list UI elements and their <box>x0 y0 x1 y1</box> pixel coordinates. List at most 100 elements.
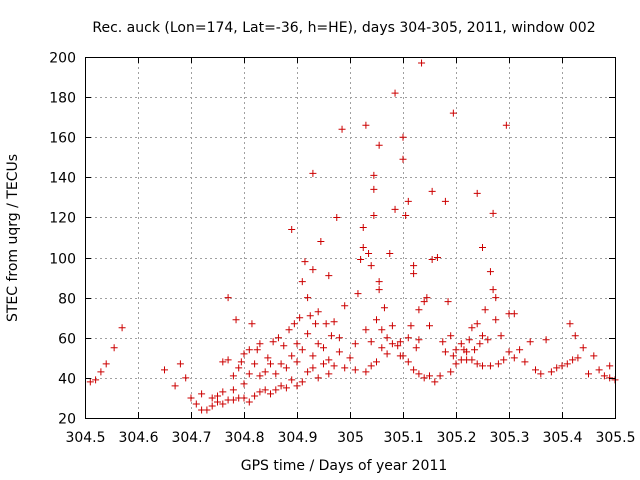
y-tick-label: 80 <box>58 292 76 308</box>
y-tick-label: 200 <box>49 51 76 67</box>
data-point <box>574 354 582 362</box>
data-point <box>187 394 195 402</box>
data-point <box>447 332 455 340</box>
data-point <box>471 346 479 354</box>
data-point <box>118 324 126 332</box>
data-point <box>449 352 457 360</box>
data-point <box>505 348 513 356</box>
data-point <box>335 348 343 356</box>
y-tick-label: 140 <box>49 171 76 187</box>
data-point <box>473 189 481 197</box>
data-point <box>245 398 253 406</box>
x-axis-label: GPS time / Days of year 2011 <box>241 458 448 474</box>
data-point <box>489 209 497 217</box>
data-point <box>510 310 518 318</box>
data-point <box>500 356 508 364</box>
data-point <box>203 406 211 414</box>
data-point <box>388 340 396 348</box>
data-point <box>386 250 394 258</box>
data-point <box>558 362 566 370</box>
data-point <box>229 372 237 380</box>
data-point <box>367 262 375 270</box>
data-point <box>590 352 598 360</box>
data-point <box>585 370 592 378</box>
x-tick-label: 305.5 <box>595 430 635 446</box>
data-point <box>176 360 184 368</box>
y-axis-label: STEC from uqrg / TECUs <box>5 154 21 322</box>
data-point <box>304 294 312 302</box>
data-point <box>444 298 452 306</box>
data-point <box>489 286 497 294</box>
data-point <box>394 342 402 350</box>
data-point <box>468 324 476 332</box>
data-point <box>288 376 296 384</box>
data-point <box>362 368 370 376</box>
data-point <box>335 334 343 342</box>
data-point <box>277 360 285 368</box>
data-point <box>237 358 245 366</box>
x-tick-label: 305.2 <box>436 430 476 446</box>
data-point <box>404 358 412 366</box>
data-point <box>375 141 383 149</box>
data-point <box>402 211 410 219</box>
data-point <box>383 334 391 342</box>
data-point <box>521 358 529 366</box>
data-point <box>309 169 317 177</box>
data-point <box>375 278 383 286</box>
data-point <box>526 338 534 346</box>
data-point <box>362 121 370 129</box>
data-point <box>182 374 190 382</box>
data-point <box>224 294 232 302</box>
data-point <box>516 346 524 354</box>
data-point <box>410 366 418 374</box>
y-axis-ticks: 20 40 60 80 100 120 140 160 180 200 <box>49 51 615 428</box>
data-point <box>346 354 354 362</box>
data-point <box>426 372 433 380</box>
data-point <box>479 332 486 340</box>
data-point <box>325 370 333 378</box>
data-point <box>497 332 505 340</box>
data-point <box>452 346 460 354</box>
data-point <box>214 392 221 400</box>
data-point <box>298 346 306 354</box>
data-point <box>410 270 418 278</box>
data-point <box>267 390 274 398</box>
data-point <box>479 244 486 252</box>
data-point <box>370 185 378 193</box>
data-point <box>566 320 574 328</box>
data-point <box>288 352 296 360</box>
data-point <box>600 372 608 380</box>
data-point <box>473 360 481 368</box>
data-point <box>245 370 253 378</box>
data-point <box>452 360 460 368</box>
data-point <box>251 392 259 400</box>
data-point <box>373 316 380 324</box>
data-point <box>407 322 415 330</box>
data-point <box>338 125 346 133</box>
data-point <box>341 302 349 310</box>
grid-lines <box>85 57 615 418</box>
data-point <box>418 59 426 67</box>
data-point <box>468 356 476 364</box>
data-point <box>465 336 473 344</box>
data-point <box>423 294 431 302</box>
data-point <box>306 312 314 320</box>
data-point <box>240 394 248 402</box>
y-tick-label: 120 <box>49 211 76 227</box>
data-point <box>365 250 373 258</box>
data-point <box>502 121 510 129</box>
data-point <box>317 238 325 246</box>
data-point <box>288 225 296 233</box>
data-point <box>415 306 423 314</box>
data-point <box>232 316 240 324</box>
data-point <box>383 350 391 358</box>
data-point <box>240 380 248 388</box>
data-point <box>492 294 500 302</box>
y-tick-label: 60 <box>58 332 76 348</box>
data-point <box>595 366 603 374</box>
data-point <box>532 366 539 374</box>
x-tick-label: 304.6 <box>118 430 158 446</box>
data-point <box>479 362 486 370</box>
data-point <box>309 352 317 360</box>
data-point <box>256 372 264 380</box>
